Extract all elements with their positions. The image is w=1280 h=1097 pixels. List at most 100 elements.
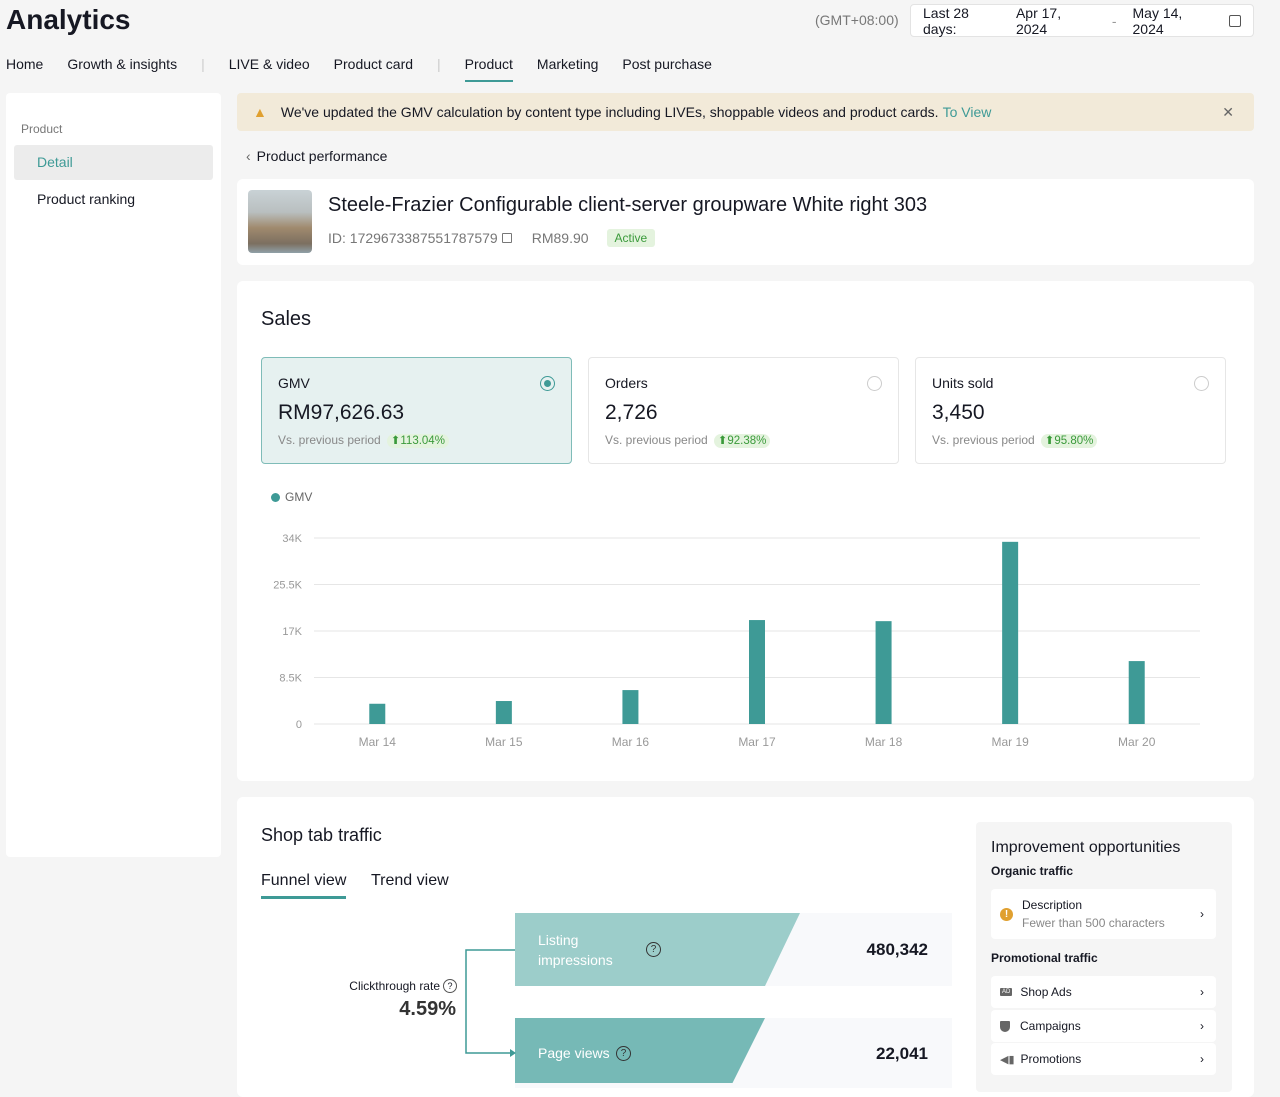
warning-icon: ▲ [253, 104, 267, 120]
bar-mar-19[interactable] [1002, 541, 1019, 724]
page-title: Analytics [6, 4, 131, 35]
help-icon[interactable]: ? [646, 942, 661, 957]
breadcrumb-text: Product performance [256, 148, 388, 164]
help-icon[interactable]: ? [616, 1046, 631, 1061]
radio-button[interactable] [867, 376, 882, 391]
x-tick-label: Mar 15 [485, 735, 523, 749]
arrow-up-icon: ⬆ [717, 435, 728, 447]
campaigns-label: Campaigns [1020, 1019, 1081, 1033]
to-view-link[interactable]: To View [942, 104, 992, 120]
funnel-value-impressions: 480,342 [866, 940, 928, 959]
tab-live[interactable]: LIVE & video [228, 56, 310, 72]
legend-dot [271, 492, 280, 502]
tab-product[interactable]: Product [464, 56, 513, 82]
funnel-label-impressions: Listing impressions [538, 932, 613, 968]
metric-change-value: 95.80% [1054, 435, 1094, 447]
breadcrumb[interactable]: ‹ Product performance [246, 148, 387, 164]
banner-text: We've updated the GMV calculation by con… [280, 104, 939, 120]
tab-growth[interactable]: Growth & insights [67, 56, 178, 72]
metric-value: RM97,626.63 [278, 401, 405, 424]
shop-ads-label: Shop Ads [1020, 985, 1072, 999]
megaphone-icon: ◀▮ [1000, 1053, 1015, 1066]
tab-marketing[interactable]: Marketing [536, 56, 599, 72]
tab-product-card[interactable]: Product card [333, 56, 414, 72]
ad-icon: AD [1000, 988, 1013, 996]
metric-name: Orders [605, 375, 648, 391]
alert-icon: ! [1000, 907, 1013, 921]
arrow-icon [510, 1049, 516, 1057]
date-start: Apr 17, 2024 [1015, 4, 1062, 37]
tab-trend-view[interactable]: Trend view [371, 872, 449, 889]
tab-funnel-view[interactable]: Funnel view [261, 872, 347, 899]
chevron-left-icon: ‹ [246, 148, 251, 164]
arrow-up-icon: ⬆ [390, 435, 401, 447]
product-name: Steele-Frazier Configurable client-serve… [328, 194, 928, 216]
promotional-traffic-label: Promotional traffic [991, 951, 1098, 965]
funnel-stage-page-views [515, 1018, 765, 1083]
close-icon[interactable]: ✕ [1222, 103, 1234, 120]
shop-ads-item[interactable]: AD Shop Ads › [991, 976, 1216, 1008]
bar-mar-17[interactable] [749, 620, 765, 724]
divider: | [437, 56, 441, 72]
funnel-label-page-views: Page views [538, 1045, 610, 1061]
bar-mar-18[interactable] [875, 621, 892, 724]
divider: | [201, 56, 205, 72]
arrow-up-icon: ⬆ [1044, 435, 1055, 447]
sidebar: Product Detail Product ranking [6, 93, 221, 857]
product-id: ID: 1729673387551787579 [328, 230, 498, 246]
date-label: Last 28 days: [923, 4, 969, 37]
sales-title: Sales [261, 308, 312, 330]
metric-change: ⬆113.04% [386, 434, 449, 448]
metric-compare: Vs. previous period [932, 433, 1035, 447]
date-range-picker[interactable]: Last 28 days: Apr 17, 2024 - May 14, 202… [910, 4, 1254, 37]
notice-banner: ▲ We've updated the GMV calculation by c… [237, 93, 1254, 131]
chevron-right-icon: › [1200, 1019, 1204, 1033]
x-tick-label: Mar 16 [612, 735, 650, 749]
radio-button[interactable] [1194, 376, 1209, 391]
tab-post-purchase[interactable]: Post purchase [622, 56, 712, 72]
legend-label: GMV [285, 490, 313, 504]
description-sub: Fewer than 500 characters [1022, 916, 1165, 930]
campaigns-item[interactable]: Campaigns › [991, 1010, 1216, 1042]
x-tick-label: Mar 20 [1118, 735, 1156, 749]
date-end: May 14, 2024 [1132, 4, 1183, 37]
metric-change-value: 113.04% [400, 435, 445, 447]
bar-mar-16[interactable] [622, 690, 639, 724]
y-tick-label: 34K [282, 533, 302, 545]
sidebar-item-detail[interactable]: Detail [14, 145, 213, 180]
chevron-right-icon: › [1200, 1052, 1204, 1066]
ctr-label: Clickthrough rate? [349, 979, 457, 993]
metric-card-gmv[interactable]: GMV RM97,626.63 Vs. previous period ⬆113.… [261, 357, 572, 464]
bar-mar-20[interactable] [1128, 661, 1145, 724]
bar-mar-14[interactable] [369, 703, 386, 724]
date-sep: - [1111, 12, 1117, 29]
radio-button[interactable] [540, 376, 555, 391]
x-tick-label: Mar 19 [991, 735, 1029, 749]
y-tick-label: 25.5K [273, 580, 302, 592]
description-item[interactable]: ! Description Fewer than 500 characters › [991, 889, 1216, 939]
funnel-shapes [465, 913, 800, 1083]
product-card: Steele-Frazier Configurable client-serve… [237, 179, 1254, 265]
chart-legend: GMV [271, 490, 312, 504]
sidebar-item-product-ranking[interactable]: Product ranking [37, 191, 136, 207]
metric-compare: Vs. previous period [605, 433, 708, 447]
timezone: (GMT+08:00) [815, 12, 899, 28]
product-price: RM89.90 [531, 230, 589, 246]
metric-change: ⬆92.38% [713, 434, 771, 448]
help-icon[interactable]: ? [443, 979, 457, 993]
bar-mar-15[interactable] [495, 701, 512, 724]
y-tick-label: 0 [296, 719, 302, 731]
metric-card-units-sold[interactable]: Units sold 3,450 Vs. previous period ⬆95.… [915, 357, 1226, 464]
x-tick-label: Mar 14 [359, 735, 397, 749]
organic-traffic-label: Organic traffic [991, 864, 1074, 878]
promotions-item[interactable]: ◀▮ Promotions › [991, 1043, 1216, 1075]
traffic-title: Shop tab traffic [261, 825, 382, 845]
gmv-bar-chart: 0 8.5K 17K 25.5K 34K Mar 14 Mar 15 Mar 16 Mar 17… [273, 533, 1200, 749]
funnel-value-page-views: 22,041 [876, 1044, 928, 1063]
tab-home[interactable]: Home [6, 56, 44, 72]
copy-icon[interactable] [501, 233, 512, 243]
metric-name: Units sold [932, 375, 994, 391]
shield-icon [1000, 1020, 1010, 1032]
metric-card-orders[interactable]: Orders 2,726 Vs. previous period ⬆92.38% [588, 357, 899, 464]
y-tick-label: 17K [282, 626, 302, 638]
